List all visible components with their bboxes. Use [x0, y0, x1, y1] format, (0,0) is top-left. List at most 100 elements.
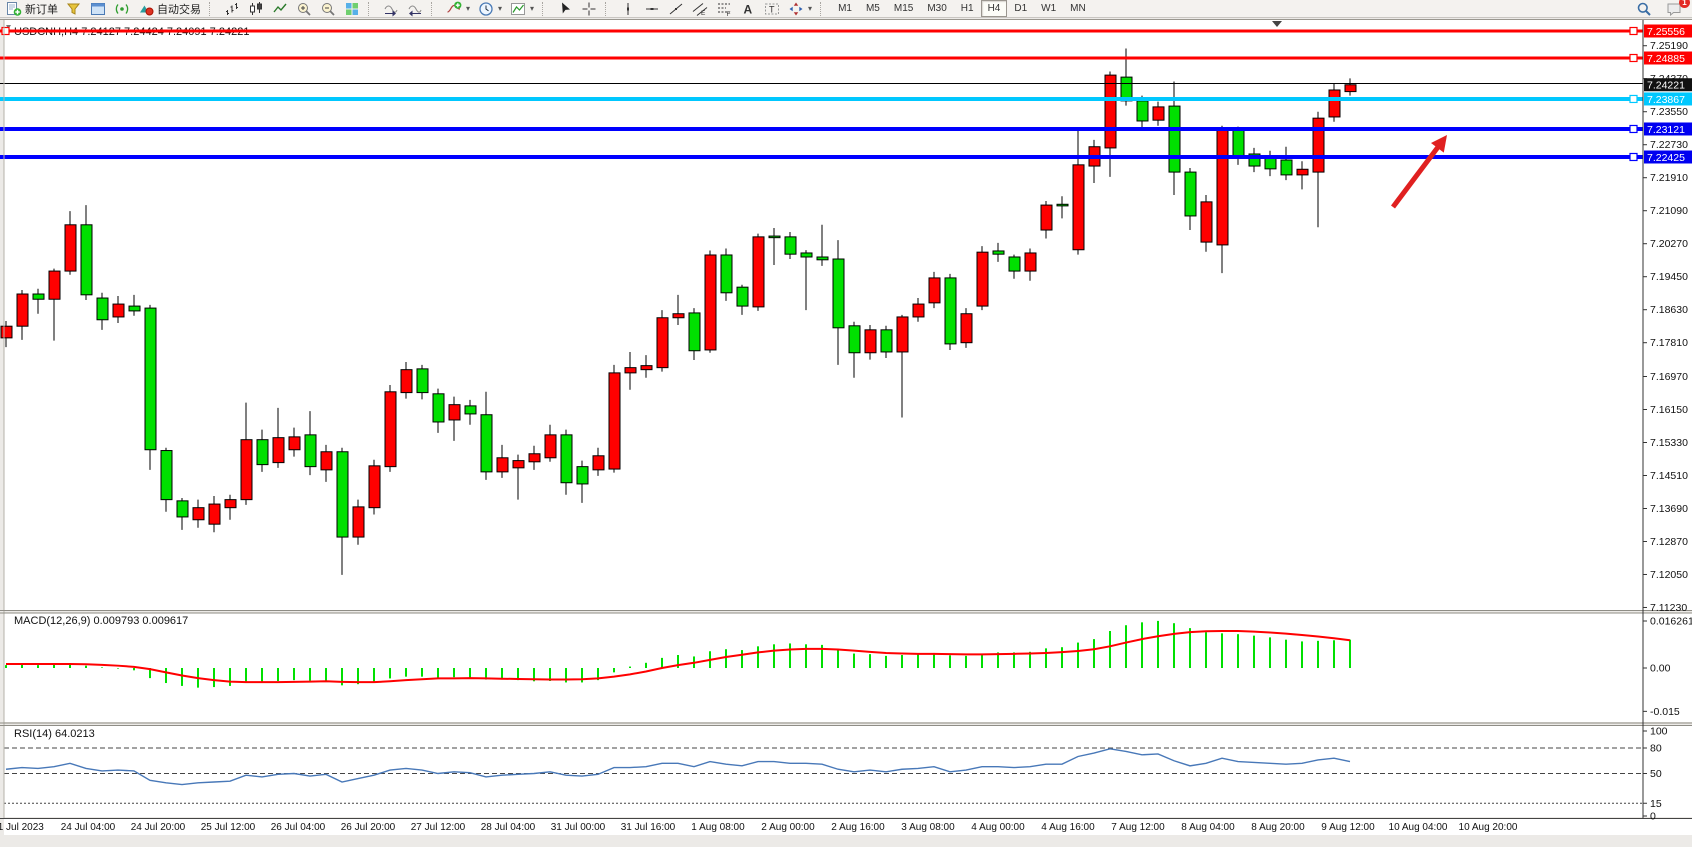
vline-button[interactable]	[616, 0, 640, 18]
rsi-tick-label: 80	[1650, 743, 1662, 755]
fibonacci-button[interactable]: F	[712, 0, 736, 18]
toolbar-separator	[368, 1, 376, 16]
periods-button[interactable]: ▾	[474, 0, 506, 18]
cursor-button[interactable]	[553, 0, 577, 18]
price-tag-label: 7.24885	[1647, 53, 1685, 65]
price-tag-label: 7.23121	[1647, 124, 1685, 136]
candle	[656, 317, 669, 369]
time-axis-label: 24 Jul 20:00	[131, 822, 186, 833]
candle	[80, 224, 93, 296]
hline-handle[interactable]	[1629, 152, 1638, 162]
cursor-icon	[557, 1, 573, 17]
hline-icon	[644, 1, 660, 17]
price-tag-label: 7.24221	[1647, 80, 1685, 92]
candle	[48, 270, 61, 300]
alerts-icon	[114, 1, 130, 17]
candle	[784, 236, 797, 255]
line-chart-button[interactable]	[268, 0, 292, 18]
candle	[240, 439, 253, 501]
time-axis-label: 9 Aug 12:00	[1321, 822, 1375, 833]
autotrading-button[interactable]: 自动交易	[134, 0, 205, 18]
candle	[1136, 100, 1149, 122]
text-label-button[interactable]: T	[760, 0, 784, 18]
candle-chart-button[interactable]	[244, 0, 268, 18]
zoom-in-button[interactable]	[292, 0, 316, 18]
chart-shift-button[interactable]	[403, 0, 427, 18]
hline-handle[interactable]	[1629, 124, 1638, 134]
candle	[448, 404, 461, 421]
zoom-out-button[interactable]	[316, 0, 340, 18]
candle	[512, 460, 525, 469]
hline-handle[interactable]	[1, 26, 10, 36]
styles-button[interactable]	[62, 0, 86, 18]
rsi-tick-label: 15	[1650, 798, 1662, 810]
time-axis-label: 4 Aug 00:00	[971, 822, 1025, 833]
candle	[288, 436, 301, 451]
tile-windows-button[interactable]	[340, 0, 364, 18]
timeframe-w1-button[interactable]: W1	[1041, 3, 1057, 14]
channel-button[interactable]: E	[688, 0, 712, 18]
annotation-arrow-shaft[interactable]	[1390, 140, 1444, 209]
arrows-button[interactable]: ▾	[784, 0, 816, 18]
hline-button[interactable]	[640, 0, 664, 18]
auto-scroll-button[interactable]	[379, 0, 403, 18]
candle	[1008, 256, 1021, 272]
alerts-button[interactable]	[110, 0, 134, 18]
timeframe-mn-button[interactable]: MN	[1070, 3, 1086, 14]
timeframe-h1-button[interactable]: H1	[960, 3, 974, 14]
price-tick-label: 7.21910	[1650, 172, 1688, 184]
hline-handle[interactable]	[1629, 94, 1638, 104]
chevron-down-icon: ▾	[498, 4, 503, 13]
candle	[992, 250, 1005, 255]
chart-shift-marker[interactable]	[1272, 21, 1282, 27]
trendline-button[interactable]	[664, 0, 688, 18]
candle	[800, 252, 813, 258]
candle	[1200, 201, 1213, 243]
timeframe-m15-button[interactable]: M15	[893, 3, 914, 14]
time-axis-label: 28 Jul 04:00	[481, 822, 536, 833]
timeframe-h4-button[interactable]: H4	[980, 0, 1008, 17]
price-tag	[1644, 92, 1692, 106]
candle	[384, 391, 397, 468]
candle	[352, 506, 365, 538]
timeframe-m5-button[interactable]: M5	[865, 3, 880, 14]
templates-button[interactable]: ▾	[506, 0, 538, 18]
macd-tick-label: -0.015	[1650, 706, 1680, 718]
candle	[400, 369, 413, 394]
timeframe-m1-button[interactable]: M1	[838, 3, 852, 14]
price-tag	[1644, 122, 1692, 136]
price-tick-label: 7.22730	[1650, 139, 1688, 151]
search-button[interactable]	[1632, 0, 1656, 18]
crosshair-button[interactable]	[577, 0, 601, 18]
candle	[0, 325, 13, 339]
price-tag	[1644, 150, 1692, 164]
timeframe-m30-button[interactable]: M30	[927, 3, 947, 14]
candle	[320, 451, 333, 471]
candle	[544, 434, 557, 459]
candle	[1024, 252, 1037, 272]
profiles-button[interactable]	[86, 0, 110, 18]
chat-button[interactable]: 1	[1662, 0, 1690, 18]
candle	[1152, 106, 1165, 121]
rsi-line	[5, 748, 1351, 786]
hline-handle[interactable]	[1629, 26, 1638, 36]
bar-chart-button[interactable]	[220, 0, 244, 18]
candle	[1312, 117, 1325, 173]
candle	[928, 277, 941, 304]
hline-handle[interactable]	[1629, 53, 1638, 63]
candle	[1232, 129, 1245, 158]
candle	[1056, 203, 1069, 207]
price-tick-label: 7.21090	[1650, 205, 1688, 217]
candle	[1344, 84, 1357, 93]
candle	[176, 500, 189, 518]
annotation-arrow-head[interactable]	[1431, 135, 1447, 153]
price-tick-label: 7.19450	[1650, 271, 1688, 283]
time-axis-label: 26 Jul 04:00	[271, 822, 326, 833]
rsi-tick-label: 100	[1650, 726, 1668, 738]
price-tag	[1644, 24, 1692, 38]
indicators-button[interactable]: ▾	[442, 0, 474, 18]
new-order-button[interactable]: 新订单	[2, 0, 62, 18]
text-button[interactable]: A	[736, 0, 760, 18]
timeframe-d1-button[interactable]: D1	[1014, 3, 1028, 14]
